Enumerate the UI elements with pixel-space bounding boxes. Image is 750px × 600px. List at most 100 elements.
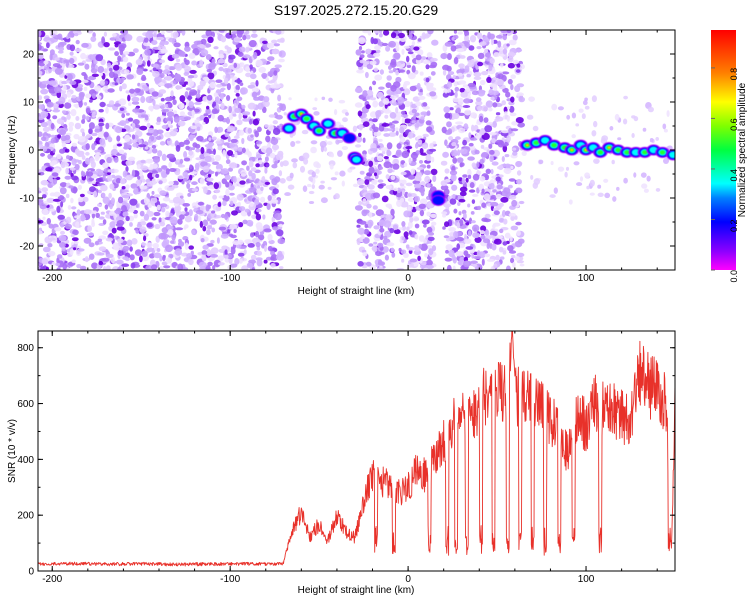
spectrogram-noise-speck xyxy=(557,106,564,111)
spectrogram-noise-speck xyxy=(518,200,525,205)
spectrogram-noise-speck xyxy=(449,170,458,176)
spectrogram-noise-speck xyxy=(614,113,620,121)
spectrogram-noise-speck xyxy=(143,197,150,205)
spectrogram-noise-speck xyxy=(205,204,210,212)
spectrogram-noise-speck xyxy=(426,52,433,59)
spectrogram-noise-speck xyxy=(510,74,516,79)
spectrogram-noise-speck xyxy=(457,97,464,106)
spectrogram-noise-speck xyxy=(57,254,63,259)
spectrogram-noise-speck xyxy=(355,144,362,148)
spectrogram-noise-speck xyxy=(649,138,654,143)
spectrogram-noise-speck xyxy=(202,219,208,227)
spectrogram-noise-speck xyxy=(423,223,427,228)
spectrogram-noise-speck xyxy=(410,152,418,160)
spectrogram-noise-speck xyxy=(83,102,88,106)
spectrogram-noise-speck xyxy=(82,114,86,121)
spectrogram-noise-speck xyxy=(320,145,325,153)
spectrogram-noise-speck xyxy=(329,163,334,170)
spectrogram-noise-speck xyxy=(190,250,194,256)
spectrogram-noise-speck xyxy=(589,179,595,187)
spectrogram-noise-speck xyxy=(88,128,93,135)
spectrogram-noise-speck xyxy=(354,205,363,211)
spectrogram-noise-speck xyxy=(458,80,467,85)
spectrogram-noise-speck xyxy=(68,185,74,189)
spectrogram-noise-speck xyxy=(403,162,408,167)
spectrogram-noise-speck xyxy=(251,172,256,180)
spectrogram-noise-speck xyxy=(446,121,452,128)
spectrogram-noise-speck xyxy=(108,100,115,105)
spectrogram-noise-speck xyxy=(249,64,253,70)
spectrogram-noise-speck xyxy=(177,175,185,180)
spectrogram-noise-speck xyxy=(391,120,399,124)
spectrogram-signal-blob xyxy=(284,125,294,132)
spectrogram-noise-speck xyxy=(38,219,44,224)
snr-y-tick-label: 0 xyxy=(28,567,34,578)
spectrogram-signal-blob xyxy=(343,133,356,143)
spectrogram-noise-speck xyxy=(56,205,61,213)
spectrogram-noise-speck xyxy=(457,260,462,265)
spectrogram-noise-speck xyxy=(516,260,525,264)
spectrogram-noise-speck xyxy=(152,67,157,72)
spectrogram-noise-speck xyxy=(289,133,294,138)
spectrogram-noise-speck xyxy=(362,90,368,97)
spectrogram-noise-speck xyxy=(215,163,223,171)
spectrogram-noise-speck xyxy=(467,174,472,179)
spectrogram-noise-speck xyxy=(379,69,384,75)
spectrogram-noise-speck xyxy=(328,97,333,102)
spectrogram-noise-speck xyxy=(377,183,384,189)
spectrogram-noise-speck xyxy=(204,155,212,163)
spectrogram-noise-speck xyxy=(359,54,365,59)
spectrogram-noise-speck xyxy=(153,211,161,217)
spectrogram-noise-speck xyxy=(557,166,565,172)
spectrogram-noise-speck xyxy=(248,118,253,125)
spectrogram-noise-speck xyxy=(146,247,154,253)
spectrogram-noise-speck xyxy=(69,167,76,171)
spectrogram-noise-speck xyxy=(122,211,129,218)
spectrogram-noise-speck xyxy=(601,135,609,142)
spectrogram-noise-speck xyxy=(151,217,157,221)
spectrogram-noise-speck xyxy=(50,33,56,37)
spectrogram-noise-speck xyxy=(176,159,181,163)
spectrogram-noise-speck xyxy=(387,43,394,47)
spectrogram-noise-speck xyxy=(463,98,471,104)
spectrogram-noise-speck xyxy=(444,257,453,262)
spectrogram-noise-speck xyxy=(201,250,208,256)
spectrogram-noise-speck xyxy=(117,266,122,270)
spectrogram-noise-speck xyxy=(42,246,51,253)
spectrogram-noise-speck xyxy=(334,171,339,176)
spectrogram-noise-speck xyxy=(241,265,249,270)
spectrogram-noise-speck xyxy=(492,189,497,193)
spectrogram-noise-speck xyxy=(133,187,139,195)
spectrogram-noise-speck xyxy=(255,163,260,168)
spectrogram-noise-speck xyxy=(506,43,510,47)
spectrogram-noise-speck xyxy=(115,207,122,212)
spectrogram-noise-speck xyxy=(456,48,465,53)
spectrogram-noise-speck xyxy=(225,188,230,197)
spectrogram-noise-speck xyxy=(410,168,416,175)
spectrogram-noise-speck xyxy=(196,135,204,142)
spectrogram-noise-speck xyxy=(175,63,183,71)
spectrogram-noise-speck xyxy=(394,127,399,132)
spectrogram-noise-speck xyxy=(349,166,356,170)
spectrogram-noise-speck xyxy=(141,242,147,246)
spectrogram-noise-speck xyxy=(488,64,493,72)
spectrogram-noise-speck xyxy=(267,71,275,77)
spectrogram-noise-speck xyxy=(378,138,383,142)
spectrogram-noise-speck xyxy=(411,53,416,59)
spectrogram-noise-speck xyxy=(456,107,461,114)
spectrogram-noise-speck xyxy=(77,136,86,143)
spectrogram-noise-speck xyxy=(207,36,214,44)
spectrogram-noise-speck xyxy=(130,262,136,269)
spectrogram-noise-speck xyxy=(366,203,372,209)
spectrogram-noise-speck xyxy=(157,81,165,87)
spectrogram-noise-speck xyxy=(264,124,269,128)
spectrogram-noise-speck xyxy=(73,247,77,251)
spectrogram-noise-speck xyxy=(53,191,61,197)
spectrogram-noise-speck xyxy=(398,247,402,252)
spectrogram-noise-speck xyxy=(249,202,254,207)
spectrogram-noise-speck xyxy=(214,154,221,162)
spectrogram-noise-speck xyxy=(247,84,256,89)
spectrogram-noise-speck xyxy=(341,145,349,151)
spectrogram-noise-speck xyxy=(403,231,409,238)
